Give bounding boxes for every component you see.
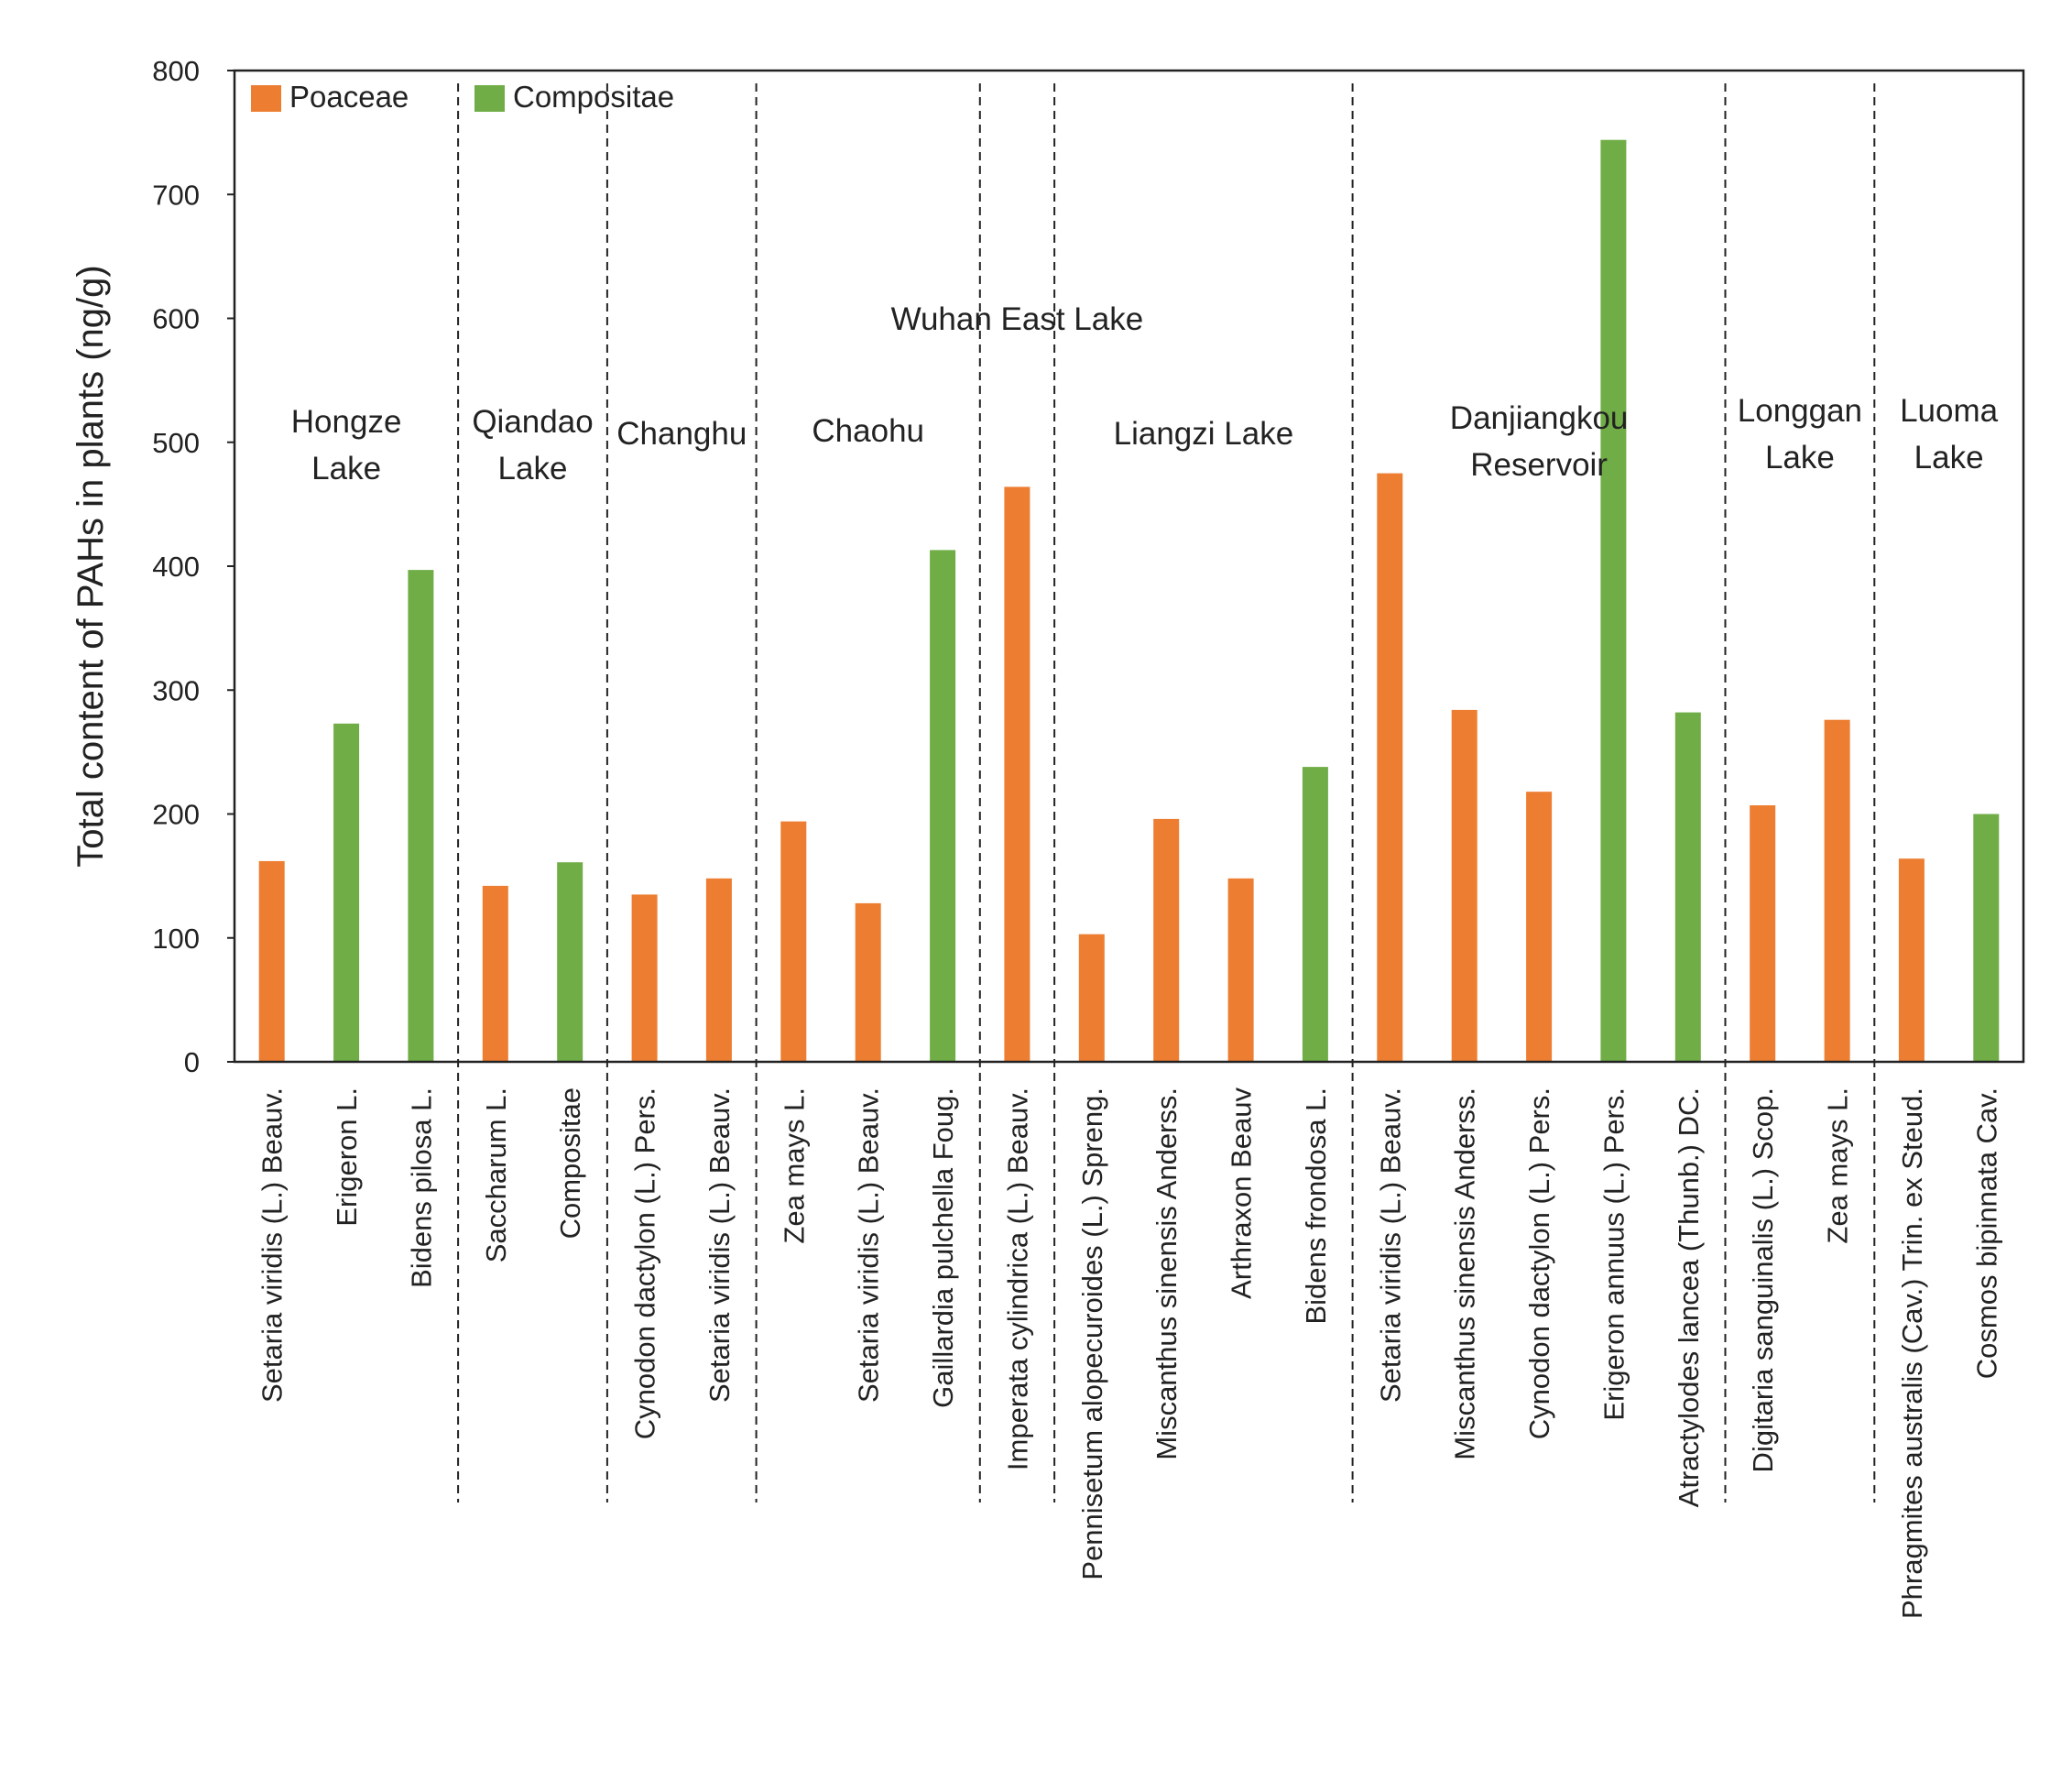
x-category-label-22: Zea mays L.: [1822, 1087, 1854, 1244]
y-tick-label-500: 500: [152, 427, 200, 459]
x-category-label-8: Zea mays L.: [778, 1087, 810, 1244]
group-label-danjiangkou-reservoir-line-1: Danjiangkou: [1450, 400, 1629, 436]
y-tick-label-400: 400: [152, 551, 200, 583]
bar-9-setaria-viridis-l-beauv: [855, 902, 881, 1062]
y-tick-label-200: 200: [152, 799, 200, 831]
legend: Poaceae Compositae: [251, 80, 674, 114]
bar-18-cynodon-dactylon-l-pers: [1526, 792, 1553, 1062]
bar-23-phragmites-australis-cav-trin-ex-steud: [1898, 858, 1925, 1062]
x-category-label-9: Setaria viridis (L.) Beauv.: [853, 1087, 885, 1403]
group-label-changhu: Changhu: [616, 416, 747, 452]
bar-3-bidens-pilosa-l: [408, 570, 434, 1062]
bar-4-saccharum-l: [482, 885, 508, 1062]
x-category-label-21: Digitaria sanguinalis (L.) Scop.: [1747, 1087, 1779, 1472]
group-separators: [457, 83, 1876, 1502]
group-label-danjiangkou-reservoir-line-2: Reservoir: [1470, 447, 1608, 483]
bar-20-atractylodes-lancea-thunb-dc: [1674, 712, 1701, 1062]
bar-14-arthraxon-beauv: [1227, 878, 1254, 1062]
group-label-wuhan-east-lake: Wuhan East Lake: [891, 301, 1144, 337]
group-label-longgan-lake-line-2: Lake: [1765, 440, 1835, 475]
x-category-label-14: Arthraxon Beauv: [1226, 1087, 1258, 1299]
group-label-hongze-lake-line-1: Hongze: [291, 404, 402, 440]
legend-swatch-poaceae: [251, 85, 281, 112]
x-category-label-4: Saccharum L.: [480, 1087, 512, 1262]
bar-19-erigeron-annuus-l-pers: [1600, 139, 1627, 1062]
group-label-hongze-lake-line-2: Lake: [311, 451, 381, 486]
x-category-label-15: Bidens frondosa L.: [1300, 1087, 1332, 1325]
y-tick-label-800: 800: [152, 55, 200, 87]
group-label-luoma-lake-line-1: Luoma: [1900, 393, 1999, 429]
bar-5-compositae: [557, 862, 583, 1062]
bars: [258, 139, 2000, 1062]
y-tick-label-300: 300: [152, 674, 200, 706]
bar-12-pennisetum-alopecuroides-l-spreng: [1078, 934, 1105, 1062]
x-category-label-24: Cosmos bipinnata Cav.: [1970, 1087, 2002, 1379]
x-category-label-12: Pennisetum alopecuroides (L.) Spreng.: [1076, 1087, 1108, 1580]
y-tick-label-0: 0: [184, 1046, 200, 1078]
bar-16-setaria-viridis-l-beauv: [1377, 473, 1403, 1062]
legend-label-compositae: Compositae: [513, 80, 674, 114]
y-tick-label-100: 100: [152, 923, 200, 955]
bar-24-cosmos-bipinnata-cav: [1973, 814, 2000, 1062]
legend-swatch-compositae: [474, 85, 505, 112]
x-category-label-23: Phragmites australis (Cav.) Trin. ex Ste…: [1896, 1087, 1928, 1619]
group-label-qiandao-lake-line-2: Lake: [498, 451, 568, 486]
x-category-label-1: Setaria viridis (L.) Beauv.: [256, 1087, 289, 1403]
x-category-label-19: Erigeron annuus (L.) Pers.: [1598, 1087, 1630, 1421]
group-label-longgan-lake-line-1: Longgan: [1738, 393, 1862, 429]
bar-7-setaria-viridis-l-beauv: [705, 878, 732, 1062]
bar-10-gaillardia-pulchella-foug: [930, 550, 956, 1062]
x-category-label-3: Bidens pilosa L.: [405, 1087, 437, 1288]
y-tick-label-700: 700: [152, 179, 200, 211]
bar-8-zea-mays-l: [780, 821, 807, 1062]
x-category-label-20: Atractylodes lancea (Thunb.) DC.: [1673, 1087, 1705, 1507]
group-label-liangzi-lake: Liangzi Lake: [1114, 416, 1294, 452]
bar-6-cynodon-dactylon-l-pers: [631, 894, 658, 1062]
x-category-label-17: Miscanthus sinensis Anderss.: [1449, 1087, 1481, 1460]
x-category-label-6: Cynodon dactylon (L.) Pers.: [629, 1087, 661, 1439]
x-category-label-11: Imperata cylindrica (L.) Beauv.: [1001, 1087, 1033, 1470]
x-category-label-10: Gaillardia pulchella Foug.: [927, 1087, 959, 1408]
bar-17-miscanthus-sinensis-anderss: [1451, 709, 1478, 1062]
x-category-label-5: Compositae: [554, 1087, 586, 1239]
x-category-label-13: Miscanthus sinensis Anderss.: [1150, 1087, 1183, 1460]
bar-1-setaria-viridis-l-beauv: [258, 860, 285, 1062]
bar-13-miscanthus-sinensis-anderss: [1153, 818, 1180, 1062]
x-category-label-18: Cynodon dactylon (L.) Pers.: [1523, 1087, 1555, 1439]
bar-21-digitaria-sanguinalis-l-scop: [1750, 805, 1776, 1062]
x-category-label-7: Setaria viridis (L.) Beauv.: [703, 1087, 736, 1403]
y-axis-title: Total content of PAHs in plants (ng/g): [71, 265, 111, 867]
bar-22-zea-mays-l: [1824, 719, 1850, 1062]
lake-group-labels: Hongze Lake Qiandao Lake Changhu Chaohu Wuhan …: [291, 301, 1999, 486]
group-label-qiandao-lake-line-1: Qiandao: [472, 404, 593, 440]
bar-15-bidens-frondosa-l: [1302, 767, 1328, 1062]
y-axis: 0 100 200 300 400 500 600 700 800: [152, 55, 234, 1078]
group-label-chaohu: Chaohu: [812, 413, 924, 449]
x-category-label-2: Erigeron L.: [331, 1087, 363, 1227]
group-label-luoma-lake-line-2: Lake: [1914, 440, 1984, 475]
bar-2-erigeron-l: [333, 723, 360, 1062]
y-tick-label-600: 600: [152, 303, 200, 335]
legend-label-poaceae: Poaceae: [289, 80, 409, 114]
x-category-label-16: Setaria viridis (L.) Beauv.: [1374, 1087, 1406, 1403]
bar-11-imperata-cylindrica-l-beauv: [1004, 486, 1030, 1062]
x-axis-category-labels: Setaria viridis (L.) Beauv. Erigeron L. Bi…: [256, 1087, 2003, 1620]
